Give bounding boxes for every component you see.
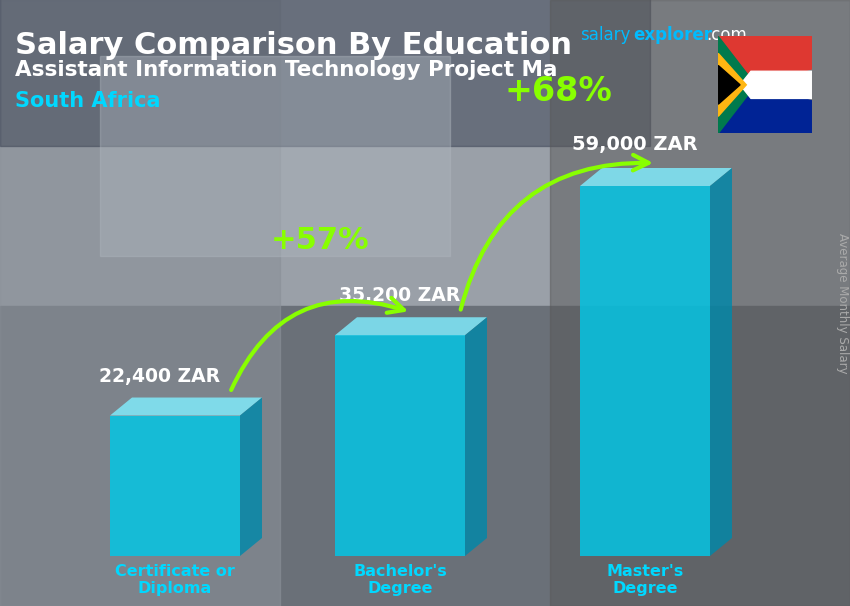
Polygon shape (110, 416, 240, 556)
Polygon shape (335, 335, 465, 556)
Polygon shape (465, 318, 487, 556)
Text: +68%: +68% (504, 75, 612, 108)
Polygon shape (718, 53, 746, 116)
Polygon shape (718, 65, 740, 104)
Text: South Africa: South Africa (15, 91, 161, 111)
Text: 35,200 ZAR: 35,200 ZAR (339, 286, 461, 305)
Polygon shape (580, 186, 710, 556)
Text: Certificate or
Diploma: Certificate or Diploma (115, 564, 235, 596)
Polygon shape (718, 36, 756, 133)
Bar (0, 0, 280, 606)
Text: Average Monthly Salary: Average Monthly Salary (836, 233, 849, 373)
Text: 59,000 ZAR: 59,000 ZAR (572, 135, 698, 154)
Polygon shape (718, 36, 812, 85)
Bar (100, 56, 450, 256)
Polygon shape (335, 318, 487, 335)
Bar (0, 0, 650, 146)
Polygon shape (580, 168, 732, 186)
Text: Salary Comparison By Education: Salary Comparison By Education (15, 31, 572, 60)
Text: 22,400 ZAR: 22,400 ZAR (99, 367, 220, 385)
Polygon shape (110, 398, 262, 416)
Bar (0, 0, 850, 306)
Text: +57%: +57% (271, 227, 370, 255)
Polygon shape (240, 398, 262, 556)
Polygon shape (710, 168, 732, 556)
Bar (0, 306, 850, 606)
Text: .com: .com (706, 26, 747, 44)
Polygon shape (740, 72, 812, 98)
Text: salary: salary (580, 26, 631, 44)
Text: explorer: explorer (633, 26, 712, 44)
Text: Bachelor's
Degree: Bachelor's Degree (353, 564, 447, 596)
Polygon shape (718, 85, 812, 133)
Text: Master's
Degree: Master's Degree (606, 564, 683, 596)
Text: Assistant Information Technology Project Ma: Assistant Information Technology Project… (15, 60, 558, 80)
Bar (550, 0, 850, 606)
